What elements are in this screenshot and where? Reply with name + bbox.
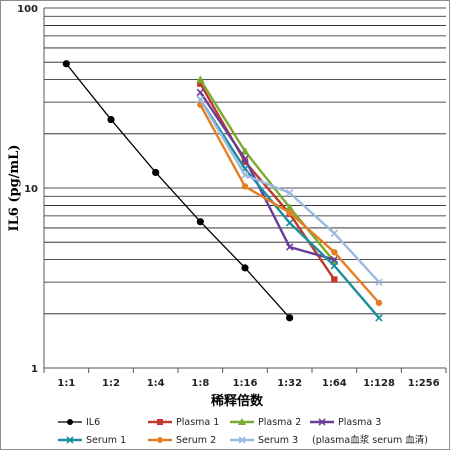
data-point xyxy=(286,314,294,322)
x-tick-label: 1:4 xyxy=(147,378,165,389)
data-point xyxy=(330,229,339,238)
data-point xyxy=(330,255,339,264)
data-point xyxy=(197,80,204,87)
data-point xyxy=(62,60,70,68)
data-point xyxy=(285,243,294,251)
y-tick-label: 10 xyxy=(24,184,38,195)
legend-marker xyxy=(157,419,163,425)
x-tick-label: 1:8 xyxy=(191,378,209,389)
series-line-plasma-1 xyxy=(199,83,336,281)
legend-marker xyxy=(157,437,163,443)
data-point xyxy=(285,203,294,211)
series-line-plasma-3 xyxy=(199,91,335,261)
legend-marker xyxy=(238,436,246,444)
data-point xyxy=(196,88,205,97)
series-line-serum-3 xyxy=(199,98,380,283)
legend-note: (plasma血浆 serum 血清) xyxy=(312,434,428,446)
data-point xyxy=(331,248,338,256)
x-tick-label: 1:64 xyxy=(322,378,347,389)
y-tick-label: 1 xyxy=(31,364,38,375)
data-point xyxy=(241,183,249,190)
legend-label: Serum 3 xyxy=(258,435,298,446)
x-tick-label: 1:16 xyxy=(233,378,258,389)
data-point xyxy=(196,75,205,83)
legend-label: Plasma 2 xyxy=(258,417,301,428)
x-axis-title: 稀释倍数 xyxy=(211,393,264,409)
x-tick-label: 1:2 xyxy=(102,378,120,389)
legend-marker xyxy=(238,418,246,425)
data-point xyxy=(375,314,383,322)
data-point xyxy=(152,168,160,177)
data-point xyxy=(240,147,250,155)
data-point xyxy=(241,171,249,179)
legend-label: Serum 2 xyxy=(176,435,216,446)
legend-marker xyxy=(318,418,326,426)
data-point xyxy=(375,278,383,286)
legend-marker xyxy=(67,419,73,425)
legend-label: Plasma 1 xyxy=(176,417,219,428)
x-tick-label: 1:256 xyxy=(408,378,440,389)
x-tick-label: 1:1 xyxy=(57,378,75,389)
data-point xyxy=(241,158,249,165)
data-point xyxy=(375,299,383,307)
y-axis-title: IL6 (pg/mL) xyxy=(7,145,22,232)
legend-label: Plasma 3 xyxy=(338,417,381,428)
data-point xyxy=(285,219,294,227)
data-point xyxy=(196,95,205,104)
data-point xyxy=(107,115,115,124)
data-point xyxy=(330,261,339,270)
legend-label: IL6 xyxy=(86,417,100,428)
x-tick-label: 1:128 xyxy=(363,378,395,389)
series-line-il6 xyxy=(65,63,291,319)
data-point xyxy=(331,276,338,283)
data-point xyxy=(241,155,249,163)
data-point xyxy=(196,218,204,226)
x-tick-label: 1:32 xyxy=(277,378,302,389)
series-line-plasma-2 xyxy=(199,78,336,263)
legend-marker xyxy=(66,436,74,444)
y-tick-label: 100 xyxy=(17,4,38,15)
data-point xyxy=(285,189,294,197)
legend-label: Serum 1 xyxy=(86,435,126,446)
data-point xyxy=(241,264,249,272)
data-point xyxy=(286,209,293,216)
